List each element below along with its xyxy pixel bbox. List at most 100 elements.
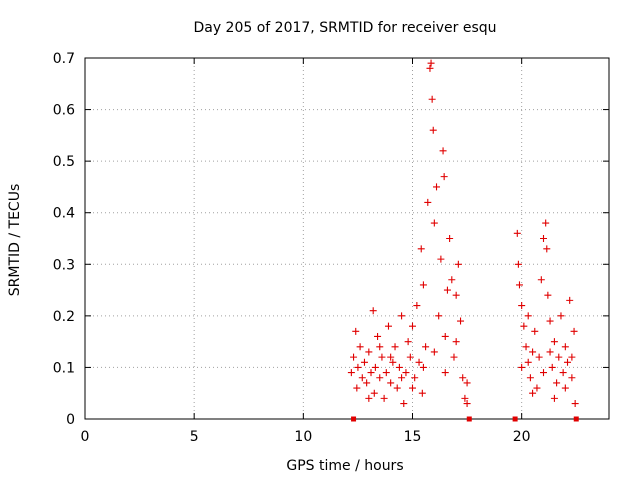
zero-value-mark [351,416,357,422]
data-point [561,384,569,392]
data-point [450,353,458,361]
y-tick-label: 0.3 [53,257,75,273]
data-point [441,369,449,377]
data-point [369,307,377,315]
data-point [570,327,578,335]
data-point [514,260,522,268]
data-point [406,353,414,361]
data-point [459,374,467,382]
data-point [518,302,526,310]
data-point [526,374,534,382]
data-point [367,369,375,377]
data-point [352,327,360,335]
data-point [440,173,448,181]
y-tick-label: 0.4 [53,206,75,222]
data-point [417,245,425,253]
data-point [529,389,537,397]
data-point [426,64,434,72]
data-point [443,286,451,294]
data-point [376,374,384,382]
data-point [409,384,416,392]
data-point [378,353,386,361]
data-point [437,255,445,263]
data-point [411,374,419,382]
data-point [402,369,410,377]
data-point [553,379,561,387]
data-point [518,363,526,371]
data-point [568,353,576,361]
x-tick-label: 0 [81,429,90,445]
data-point [424,198,432,206]
data-point [522,343,530,351]
data-point [542,219,550,227]
y-tick-label: 0 [66,412,75,428]
data-point [430,219,438,227]
data-point [561,343,569,351]
data-point [384,322,392,330]
data-point [448,276,456,284]
data-point [540,235,547,242]
x-ticks: 0 5 10 15 20 [81,58,531,445]
y-tick-label: 0.1 [53,360,75,376]
data-point [555,353,563,361]
data-point [382,369,390,377]
data-point [546,348,554,356]
data-point [439,147,447,155]
y-ticks: 0 0.1 0.2 0.3 0.4 0.5 0.6 0.7 [53,51,609,428]
data-point [461,394,469,402]
data-point [452,338,460,346]
data-point [393,384,401,392]
data-point [389,358,397,366]
data-point [370,389,378,397]
data-point [529,348,537,356]
zero-value-mark [573,416,579,422]
data-point [546,317,554,325]
data-point [419,363,427,371]
y-tick-label: 0.6 [53,103,75,119]
data-point [568,374,576,382]
data-point [365,394,373,402]
chart-title: Day 205 of 2017, SRMTID for receiver esq… [193,20,496,36]
data-point [550,394,558,402]
data-point [548,363,556,371]
x-tick-label: 10 [294,429,312,445]
y-tick-label: 0.2 [53,309,75,325]
data-point [564,358,572,366]
x-tick-label: 15 [404,429,422,445]
y-tick-label: 0.5 [53,154,75,170]
data-point [347,369,355,377]
data-point [380,394,388,402]
data-point [354,363,362,371]
data-point [524,312,532,320]
data-point [350,353,358,361]
data-point [441,332,449,340]
x-axis-label: GPS time / hours [286,458,403,474]
grid-lines [85,58,609,419]
data-point [358,374,366,382]
data-point [391,343,399,351]
data-point [395,363,403,371]
data-point [457,317,465,325]
data-point [363,379,371,387]
y-tick-label: 0.7 [53,51,75,67]
data-point [398,312,406,320]
data-point [520,322,528,330]
data-point [422,343,430,351]
data-point [418,389,426,397]
data-point [398,374,406,382]
data-point [371,363,379,371]
data-point [427,59,435,67]
data-point [559,369,567,377]
data-point [430,348,438,356]
data-point [540,369,547,377]
data-point [400,400,408,408]
data-point [533,384,541,392]
data-point [419,281,427,289]
data-point [513,229,521,237]
data-point [537,276,545,284]
data-point [452,291,460,299]
zero-marks [351,416,579,422]
x-tick-label: 5 [190,429,199,445]
data-point [571,400,579,408]
